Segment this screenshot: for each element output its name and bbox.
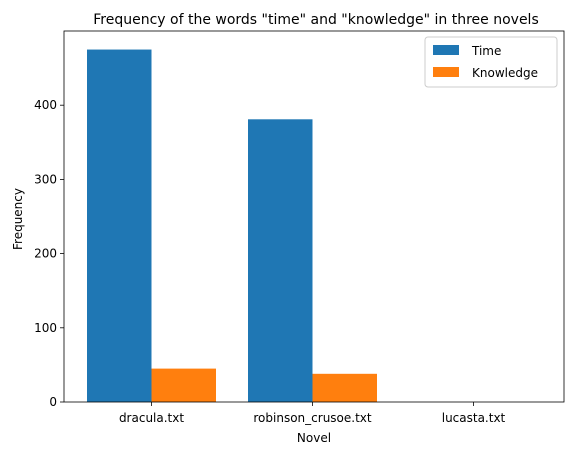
y-tick-label: 0 [49,395,57,409]
x-tick-label: lucasta.txt [442,411,506,425]
y-tick-label: 200 [34,247,57,261]
legend: Time Knowledge [424,36,558,88]
legend-swatch [433,45,459,55]
bar-time-1 [87,49,152,403]
y-tick-label: 100 [34,321,57,335]
x-axis-label: Novel [297,431,331,445]
y-tick-label: 300 [34,172,57,186]
x-tick-label: robinson_crusoe.txt [253,411,372,425]
legend-label: Knowledge [472,66,538,80]
bar-time-2 [248,119,313,402]
legend-label: Time [471,44,501,58]
axes-frame [63,30,565,403]
y-tick-label: 400 [34,98,57,112]
bar-knowledge-1 [151,368,216,402]
y-axis-label: Frequency [11,188,25,250]
chart-title: Frequency of the words "time" and "knowl… [93,12,538,28]
bar-knowledge-2 [312,373,377,402]
x-tick-label: dracula.txt [119,411,184,425]
plot-area: dracula.txt robinson_crusoe.txt lucasta.tx… [34,30,565,425]
legend-swatch [433,67,459,77]
